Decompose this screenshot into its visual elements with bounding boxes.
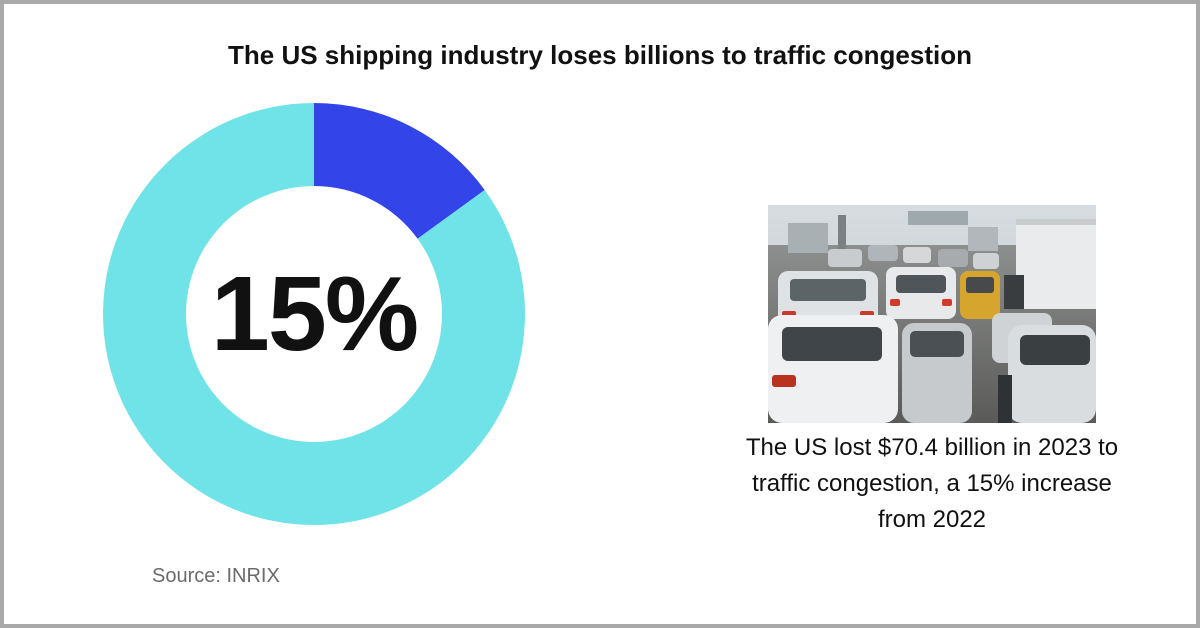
donut-slice-remainder	[103, 103, 526, 525]
source-note: Source: INRIX	[152, 565, 280, 587]
donut-center-label: 15%	[210, 254, 419, 373]
donut-slice-increase	[314, 103, 485, 239]
donut-chart	[103, 103, 526, 525]
chart-title: The US shipping industry loses billions …	[228, 40, 972, 70]
traffic-jam-photo	[768, 205, 1096, 423]
traffic-jam-image	[768, 205, 1096, 423]
caption-text: The US lost $70.4 billion in 2023 to tra…	[745, 434, 1119, 533]
